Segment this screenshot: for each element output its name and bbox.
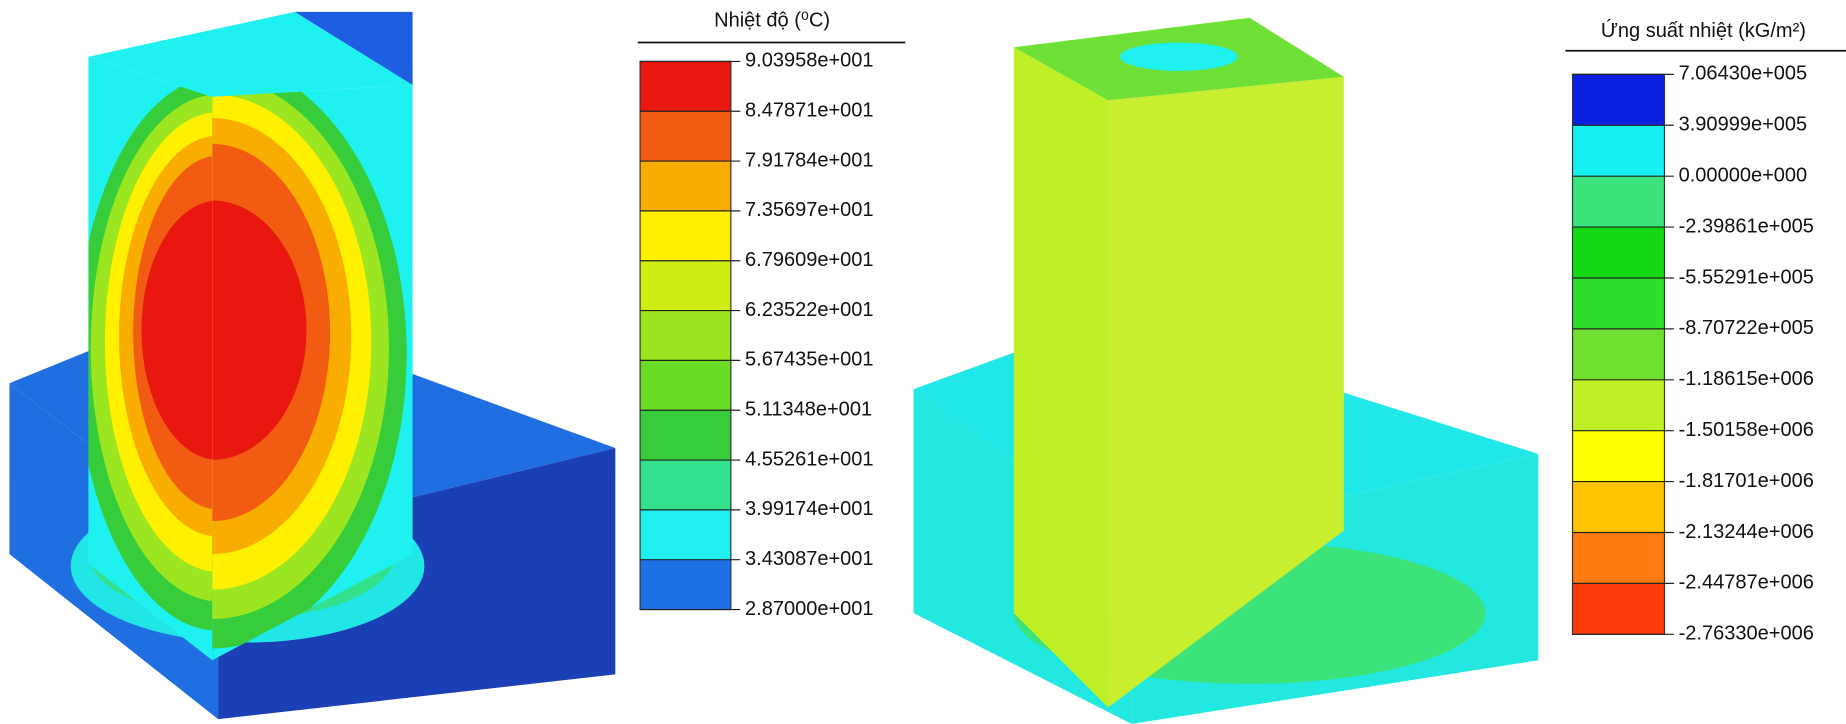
tick-label: 5.11348e+001 [745, 399, 872, 421]
color-band [1573, 532, 1665, 583]
tick-label: 3.43087e+001 [745, 548, 874, 570]
temperature-legend: Nhiệt độ (⁰C) 9.03958e+001 8.47871e+001 7.… [638, 10, 906, 620]
color-band [1573, 482, 1665, 533]
tick-label: 7.06430e+005 [1679, 63, 1808, 85]
color-band [640, 311, 731, 361]
color-band [1573, 278, 1665, 329]
page: { "left_legend": { "title": "Nhiệt độ (⁰… [0, 0, 1846, 724]
scene: Nhiệt độ (⁰C) 9.03958e+001 8.47871e+001 7.… [0, 0, 1846, 724]
color-band [640, 360, 731, 410]
tick-label: 7.91784e+001 [745, 149, 874, 171]
contour [1120, 43, 1238, 71]
tick-label: 5.67435e+001 [745, 349, 874, 371]
color-band [1573, 74, 1665, 125]
tick-label: 3.99174e+001 [745, 498, 874, 520]
color-band [1573, 329, 1665, 380]
color-band [640, 111, 731, 161]
color-band [640, 510, 731, 560]
tick-label: -5.55291e+005 [1679, 266, 1814, 288]
color-band [640, 460, 731, 510]
tick-label: -2.13244e+006 [1679, 521, 1814, 543]
legend-title: Ứng suất nhiệt (kG/m²) [1601, 19, 1806, 42]
tick-label: 6.23522e+001 [745, 299, 874, 321]
tick-label: -2.39861e+005 [1679, 215, 1814, 237]
color-band [1573, 431, 1665, 482]
tick-label: 6.79609e+001 [745, 249, 874, 271]
color-band [640, 161, 731, 211]
tick-label: 3.90999e+005 [1679, 114, 1808, 136]
tick-label: 4.55261e+001 [745, 448, 874, 470]
tick-label: 2.87000e+001 [745, 598, 874, 620]
color-band [1573, 125, 1665, 176]
stress-model [914, 18, 1539, 724]
tick-label: -1.18615e+006 [1679, 368, 1814, 390]
color-band [640, 410, 731, 460]
tick-label: -2.44787e+006 [1679, 572, 1814, 594]
temperature-model [9, 12, 615, 719]
color-band [1573, 380, 1665, 431]
tick-label: 0.00000e+000 [1679, 164, 1808, 186]
tick-label: 7.35697e+001 [745, 199, 874, 221]
legend-title: Nhiệt độ (⁰C) [714, 10, 830, 32]
color-band [640, 211, 731, 261]
tick-label: -8.70722e+005 [1679, 317, 1814, 339]
tick-label: -1.50158e+006 [1679, 419, 1814, 441]
tick-label: 9.03958e+001 [745, 50, 874, 72]
color-band [1573, 176, 1665, 227]
color-band [1573, 583, 1665, 634]
color-band [640, 560, 731, 610]
tick-label: -2.76330e+006 [1679, 623, 1814, 645]
stress-legend: Ứng suất nhiệt (kG/m²) 7.06430e+005 3.909… [1565, 19, 1846, 644]
column-left [1014, 47, 1108, 707]
color-band [640, 261, 731, 311]
color-band [1573, 227, 1665, 278]
tick-label: 8.47871e+001 [745, 100, 874, 122]
color-band [640, 61, 731, 111]
tick-label: -1.81701e+006 [1679, 470, 1814, 492]
